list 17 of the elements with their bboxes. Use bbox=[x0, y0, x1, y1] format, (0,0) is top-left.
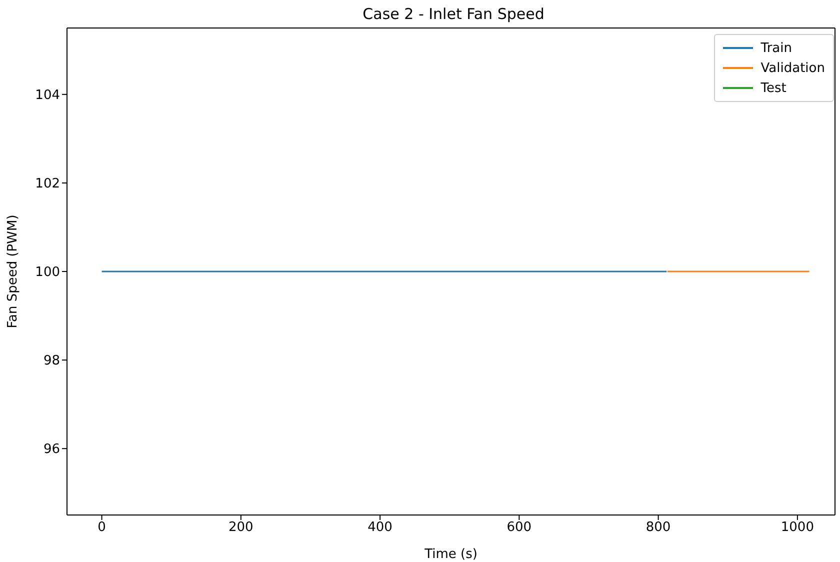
x-tick-label: 1000 bbox=[780, 520, 814, 536]
x-tick-label: 0 bbox=[98, 520, 106, 536]
chart-title: Case 2 - Inlet Fan Speed bbox=[362, 5, 546, 23]
x-tick-label: 400 bbox=[368, 520, 392, 536]
x-tick-label: 200 bbox=[228, 520, 254, 536]
y-tick-label: 96 bbox=[43, 442, 60, 458]
legend-label: Test bbox=[760, 80, 786, 96]
legend-label: Validation bbox=[760, 60, 825, 76]
x-tick-label: 600 bbox=[506, 520, 532, 536]
x-axis-title: Time (s) bbox=[424, 547, 478, 562]
legend-label: Train bbox=[760, 40, 792, 56]
y-tick-label: 98 bbox=[43, 354, 60, 369]
y-tick-label: 102 bbox=[35, 176, 60, 192]
y-tick-label: 100 bbox=[35, 265, 60, 280]
x-tick-label: 800 bbox=[646, 520, 671, 536]
y-tick-label: 104 bbox=[35, 88, 60, 104]
y-axis-title: Fan Speed (PWM) bbox=[6, 214, 21, 328]
